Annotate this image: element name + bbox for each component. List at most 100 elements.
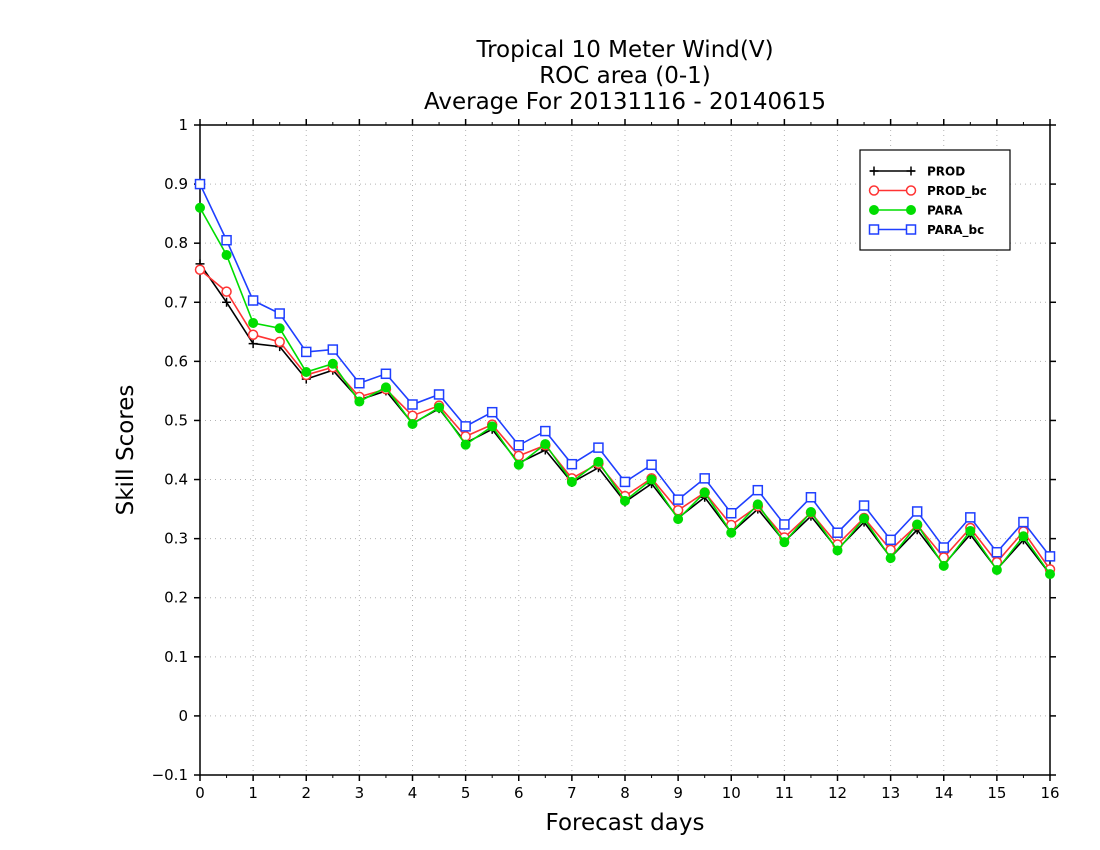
data-point	[380, 382, 391, 393]
data-point	[274, 323, 285, 334]
legend-item-prod: PROD	[869, 165, 965, 179]
data-point	[274, 308, 285, 319]
data-point	[354, 396, 365, 407]
y-tick-label: 0.8	[164, 234, 188, 252]
data-point	[407, 419, 418, 429]
y-tick-label: 0.3	[164, 530, 188, 548]
chart-subtitle: ROC area (0-1)	[539, 63, 711, 89]
data-point	[327, 344, 339, 355]
chart-subtitle-period: Average For 20131116 - 20140615	[423, 89, 827, 115]
data-point	[965, 512, 976, 523]
legend-marker	[906, 166, 916, 176]
data-point	[248, 317, 259, 328]
x-axis-label: Forecast days	[545, 810, 705, 836]
data-point	[965, 525, 976, 536]
legend-marker	[868, 224, 880, 235]
y-axis: −0.1 0 0.1 0.2 0.3 0.4 0.5 0.6 0.7 0.8 0.9 1	[152, 116, 1056, 784]
data-point	[726, 507, 737, 519]
y-axis-label: Skill Scores	[113, 384, 139, 516]
data-point	[221, 234, 232, 246]
data-point	[247, 329, 259, 341]
data-point	[407, 399, 418, 410]
data-point	[885, 534, 896, 546]
x-tick-label: 1	[248, 784, 258, 802]
y-tick-label: 0	[178, 707, 188, 725]
data-point	[752, 499, 763, 510]
data-point	[832, 527, 843, 538]
data-point	[513, 440, 524, 451]
x-tick-label: 12	[828, 784, 847, 802]
legend-box	[859, 149, 1011, 251]
series-para-bc	[194, 178, 1056, 562]
x-tick-label: 11	[775, 784, 794, 802]
legend-label: PROD	[927, 165, 965, 179]
x-tick-label: 13	[881, 784, 900, 802]
y-tick-label: 0.9	[164, 175, 188, 193]
y-tick-label: 0.1	[164, 648, 188, 666]
data-point	[779, 519, 790, 530]
data-point	[699, 473, 710, 484]
series-line	[199, 269, 1051, 570]
data-point	[327, 358, 338, 369]
legend-label: PROD_bc	[927, 184, 987, 199]
data-point	[805, 507, 816, 518]
legend-label: PARA	[927, 204, 963, 218]
data-point	[938, 560, 949, 571]
y-tick-label: −0.1	[152, 766, 188, 784]
data-point	[672, 494, 684, 505]
x-tick-label: 5	[461, 784, 471, 802]
data-point	[673, 514, 684, 525]
y-tick-label: 0.4	[164, 471, 188, 489]
legend-label: PARA_bc	[927, 223, 984, 238]
data-point	[513, 459, 524, 470]
data-point	[301, 367, 312, 377]
data-point	[726, 527, 737, 538]
data-point	[434, 402, 445, 413]
legend-marker	[869, 166, 879, 176]
data-point	[566, 476, 577, 487]
data-point	[540, 425, 551, 437]
data-point	[301, 346, 312, 358]
y-tick-label: 0.7	[164, 293, 188, 311]
data-point	[752, 484, 764, 496]
chart-title: Tropical 10 Meter Wind(V)	[476, 37, 774, 63]
data-point	[805, 492, 817, 503]
data-point	[486, 406, 498, 418]
y-tick-label: 0.6	[164, 352, 188, 370]
series-para	[195, 202, 1055, 580]
data-point	[221, 250, 232, 260]
data-point	[646, 474, 657, 485]
x-tick-label: 9	[673, 784, 683, 802]
series-prod-bc	[194, 264, 1056, 575]
data-point	[1018, 516, 1029, 528]
x-tick-label: 4	[408, 784, 418, 802]
data-point	[885, 553, 896, 564]
data-point	[274, 336, 285, 348]
data-point	[248, 339, 258, 349]
data-point	[779, 537, 790, 548]
data-point	[247, 295, 259, 306]
data-point	[222, 297, 232, 307]
data-point	[195, 202, 205, 213]
x-axis: 0 1 2 3 4 5 6 7 8 9 10 11 12 13 14 15 16	[195, 119, 1060, 802]
legend-item-para-bc: PARA_bc	[868, 223, 984, 238]
data-point	[194, 264, 206, 276]
data-point	[566, 458, 578, 470]
data-point	[699, 487, 710, 498]
data-point	[832, 545, 843, 556]
data-point	[859, 513, 870, 524]
data-point	[620, 495, 630, 506]
x-tick-label: 3	[355, 784, 365, 802]
y-tick-label: 1	[178, 116, 188, 134]
data-point	[354, 377, 365, 389]
data-point	[991, 546, 1003, 558]
y-tick-label: 0.2	[164, 589, 188, 607]
data-point	[593, 442, 604, 453]
legend-marker	[905, 185, 917, 196]
x-tick-label: 8	[620, 784, 630, 802]
x-tick-label: 7	[567, 784, 577, 802]
data-point	[619, 476, 631, 488]
data-point	[912, 519, 923, 530]
data-point	[911, 506, 923, 517]
